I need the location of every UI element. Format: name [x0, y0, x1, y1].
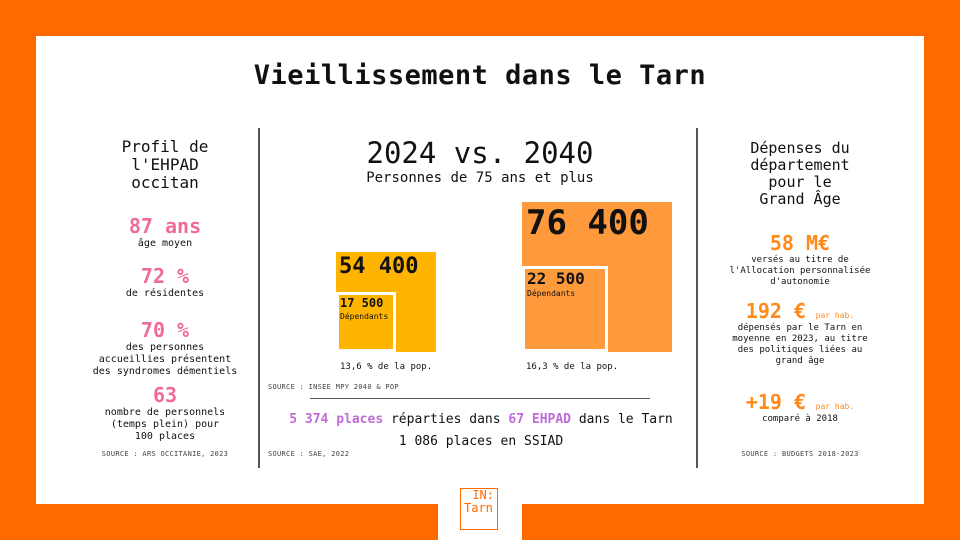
stat-dementia: 70 % des personnes accueillies présenten…: [60, 318, 270, 378]
dependants-2040-value: 22 500: [527, 269, 585, 288]
ssiad-line: 1 086 places en SSIAD: [398, 434, 564, 449]
stat-value: 87 ans: [128, 214, 202, 238]
stat-staff: 63 nombre de personnels (temps plein) po…: [60, 383, 270, 443]
places-text: réparties dans: [383, 412, 509, 427]
logo-text: Tarn: [464, 501, 493, 515]
left-heading-line: occitan: [131, 173, 199, 192]
stat-label: d'autonomie: [770, 277, 830, 287]
stat-label: dépensés par le Tarn en: [737, 323, 863, 333]
stat-label: des politiques liées au: [737, 345, 863, 355]
left-source: SOURCE : ARS OCCITANIE, 2023: [101, 450, 229, 458]
stat-label: moyenne en 2023, au titre: [732, 334, 868, 344]
left-heading: Profil de l'EHPAD occitan: [80, 138, 250, 192]
comparison-subheading: Personnes de 75 ans et plus: [366, 170, 594, 186]
square-2024-dependants: [336, 292, 396, 352]
stat-unit: par hab.: [815, 402, 855, 411]
places-text: dans le Tarn: [571, 412, 673, 427]
right-heading-line: département: [750, 156, 850, 174]
page-title: Vieillissement dans le Tarn: [253, 60, 707, 91]
right-heading-line: pour le: [768, 173, 832, 191]
stat-label: accueillies présentent: [98, 354, 232, 365]
stat-value: 72 %: [140, 264, 190, 288]
stat-label: des personnes: [125, 342, 205, 353]
stat-value: 58 M€: [769, 231, 831, 255]
dependants-2040-label: Dépendants: [527, 289, 576, 298]
stat-label: comparé à 2018: [762, 414, 838, 424]
comparison-heading: 2024 vs. 2040: [366, 136, 594, 170]
logo-box: IN: Tarn: [460, 488, 498, 530]
right-heading-line: Grand Âge: [759, 190, 841, 208]
stat-label: grand âge: [775, 356, 825, 366]
dependants-2024-label: Dépendants: [340, 312, 389, 321]
stat-unit: par hab.: [815, 311, 855, 320]
stat-apa: 58 M€ versés au titre de l'Allocation pe…: [705, 231, 895, 288]
places-line: 5 374 places réparties dans 67 EHPAD dan…: [266, 412, 696, 427]
total-2024: 54 400: [339, 254, 419, 279]
left-heading-line: l'EHPAD: [131, 155, 199, 174]
logo-text: IN:: [472, 488, 494, 502]
share-2040: 16,3 % de la pop.: [526, 362, 619, 372]
total-2040: 76 400: [526, 203, 649, 243]
stat-age: 87 ans âge moyen: [70, 214, 260, 250]
stat-label: 100 places: [134, 431, 196, 442]
stat-value: +19 €: [745, 390, 807, 414]
stat-label: nombre de personnels: [104, 407, 226, 418]
stat-label: de résidentes: [125, 288, 205, 299]
stat-label: des syndromes démentiels: [92, 366, 238, 377]
right-heading-line: Dépenses du: [750, 139, 850, 157]
stat-value: 63: [152, 383, 178, 407]
in-tarn-logo: IN: Tarn: [438, 476, 522, 540]
stat-value: 192 €: [745, 299, 807, 323]
stat-value: 70 %: [140, 318, 190, 342]
stat-label: âge moyen: [137, 238, 193, 249]
ehpad-value: 67 EHPAD: [508, 412, 572, 427]
right-source: SOURCE : BUDGETS 2018-2023: [741, 450, 859, 458]
middle-rule: [310, 398, 650, 399]
stat-label: l'Allocation personnalisée: [729, 266, 871, 276]
divider-left: [258, 128, 260, 468]
places-value: 5 374 places: [289, 412, 384, 427]
source-insee: SOURCE : INSEE MPY 2040 & POP: [268, 383, 399, 391]
stat-residentes: 72 % de résidentes: [70, 264, 260, 300]
divider-right: [696, 128, 698, 468]
source-sae: SOURCE : SAE, 2022: [268, 450, 350, 458]
dependants-2024-value: 17 500: [340, 296, 384, 310]
stat-evolution: +19 € par hab. comparé à 2018: [705, 390, 895, 425]
square-2040-dependants: [522, 266, 608, 352]
share-2024: 13,6 % de la pop.: [340, 362, 433, 372]
left-heading-line: Profil de: [121, 137, 209, 156]
stat-label: versés au titre de: [751, 255, 849, 265]
right-heading: Dépenses du département pour le Grand Âg…: [710, 140, 890, 208]
stat-label: (temps plein) pour: [110, 419, 220, 430]
stat-per-hab: 192 € par hab. dépensés par le Tarn en m…: [705, 299, 895, 367]
infographic-card: [36, 36, 924, 504]
